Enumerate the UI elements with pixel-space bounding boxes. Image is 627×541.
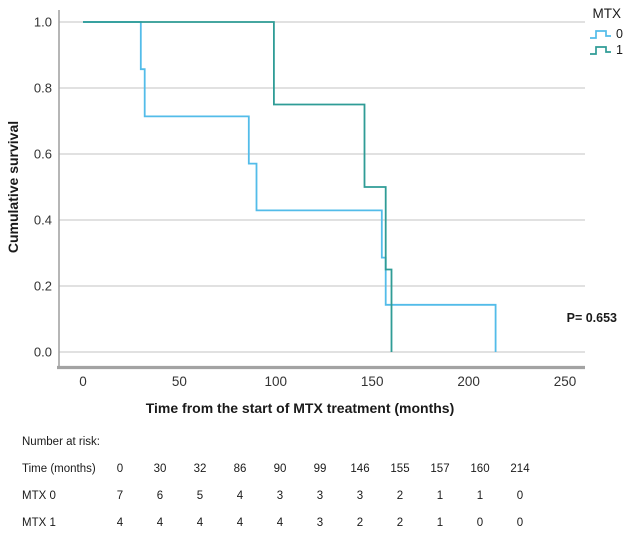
legend-entry-label: 1 — [616, 43, 623, 57]
x-axis-title: Time from the start of MTX treatment (mo… — [146, 400, 455, 416]
x-tick-label: 0 — [79, 374, 87, 389]
risk-cell: 0 — [516, 490, 524, 502]
number-at-risk-table: Number at risk: Time (months) 0 30 32 86 90 99… — [22, 436, 607, 541]
gridlines — [59, 21, 585, 353]
legend-title: MTX — [592, 6, 622, 21]
risk-table-rows: Time (months) 0 30 32 86 90 99 146 155 157 160 214 M… — [22, 461, 607, 531]
y-tick-label: 0.2 — [34, 279, 52, 294]
y-tick-label: 0.4 — [34, 213, 52, 228]
risk-cell: 160 — [470, 463, 490, 475]
risk-cell: 0 — [116, 463, 124, 475]
risk-table-row: MTX 1 4 4 4 4 4 3 2 2 1 0 0 — [22, 515, 607, 531]
y-tick-label: 1.0 — [34, 15, 52, 30]
y-tick-label: 0.8 — [34, 81, 52, 96]
risk-cell: 146 — [350, 463, 370, 475]
risk-cell: 3 — [276, 490, 284, 502]
risk-cell: 157 — [430, 463, 450, 475]
survival-curves — [83, 21, 497, 352]
risk-cell: 3 — [356, 490, 364, 502]
survival-curve-mtx-0 — [83, 21, 497, 352]
risk-cell: 3 — [316, 490, 324, 502]
risk-cell: 90 — [273, 463, 287, 475]
risk-cell: 32 — [193, 463, 207, 475]
y-tick-label: 0.6 — [34, 147, 52, 162]
risk-cell: 5 — [196, 490, 204, 502]
p-value-annotation: P= 0.653 — [567, 311, 617, 325]
risk-cell: 3 — [316, 517, 324, 529]
y-tick-labels: 1.0 0.8 0.6 0.4 0.2 0.0 — [34, 15, 52, 360]
risk-table-title: Number at risk: — [22, 436, 100, 448]
risk-cell: 1 — [476, 490, 484, 502]
x-tick-label: 150 — [361, 374, 384, 389]
x-tick-label: 250 — [554, 374, 577, 389]
risk-cell: 4 — [276, 517, 284, 529]
risk-cell: 4 — [116, 517, 124, 529]
risk-row-label: MTX 0 — [22, 490, 56, 502]
km-chart-canvas: 1.0 0.8 0.6 0.4 0.2 0.0 0 50 100 150 200 250 Cumul… — [5, 10, 617, 416]
x-tick-label: 100 — [265, 374, 288, 389]
risk-cell: 4 — [156, 517, 164, 529]
x-tick-label: 50 — [172, 374, 187, 389]
risk-cell: 30 — [153, 463, 167, 475]
risk-table-row: MTX 0 7 6 5 4 3 3 3 2 1 1 0 — [22, 488, 607, 504]
risk-cell: 2 — [396, 490, 404, 502]
x-tick-labels: 0 50 100 150 200 250 — [79, 374, 576, 389]
risk-cell: 1 — [436, 517, 444, 529]
legend-entry-mtx-1: 1 — [561, 42, 623, 58]
risk-cell: 155 — [390, 463, 410, 475]
risk-cell: 2 — [396, 517, 404, 529]
x-tick-label: 200 — [457, 374, 480, 389]
legend-step-line-icon — [590, 46, 612, 55]
risk-cell: 2 — [356, 517, 364, 529]
risk-cell: 4 — [236, 517, 244, 529]
risk-cell: 7 — [116, 490, 124, 502]
survival-curve-mtx-1 — [83, 21, 393, 352]
legend-step-line-icon — [590, 30, 612, 39]
risk-table-row: Time (months) 0 30 32 86 90 99 146 155 157 160 214 — [22, 461, 607, 477]
risk-cell: 4 — [196, 517, 204, 529]
risk-cell: 1 — [436, 490, 444, 502]
risk-row-label: MTX 1 — [22, 517, 56, 529]
risk-cell: 4 — [236, 490, 244, 502]
risk-cell: 6 — [156, 490, 164, 502]
y-axis-title: Cumulative survival — [5, 121, 21, 253]
risk-cell: 0 — [516, 517, 524, 529]
risk-cell: 0 — [476, 517, 484, 529]
legend-entry-mtx-0: 0 — [561, 26, 623, 42]
risk-cell: 86 — [233, 463, 247, 475]
risk-cell: 214 — [510, 463, 530, 475]
risk-row-label: Time (months) — [22, 463, 96, 475]
y-tick-label: 0.0 — [34, 345, 52, 360]
risk-cell: 99 — [313, 463, 327, 475]
legend-entry-label: 0 — [616, 27, 623, 41]
